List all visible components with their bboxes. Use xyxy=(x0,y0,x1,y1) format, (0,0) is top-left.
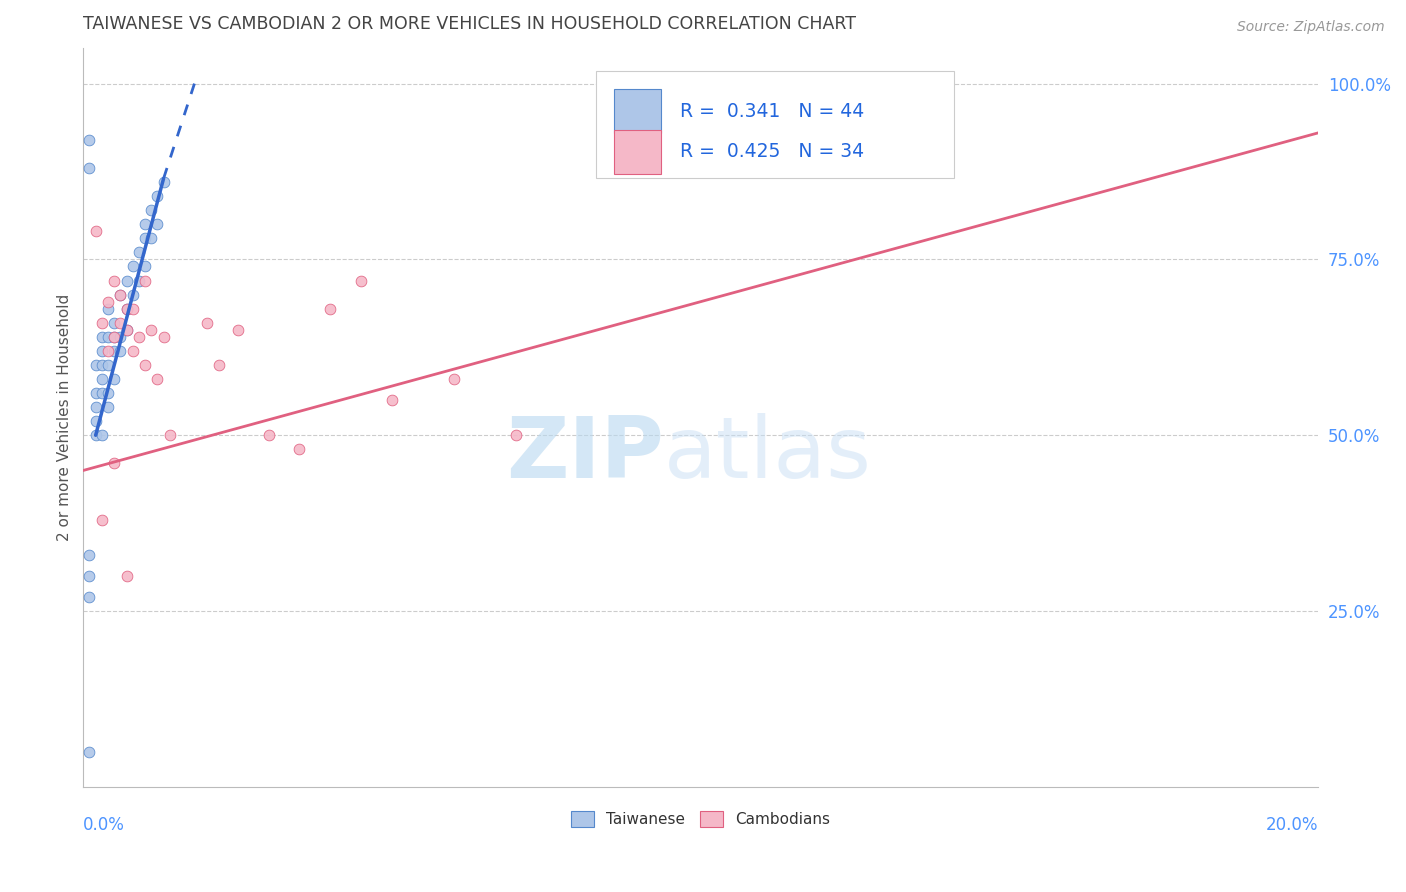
Point xyxy=(319,301,342,316)
Point xyxy=(90,316,112,330)
FancyBboxPatch shape xyxy=(596,70,953,178)
Point xyxy=(90,343,112,358)
Point xyxy=(84,428,107,442)
Point xyxy=(79,161,101,175)
Point xyxy=(443,372,465,386)
Text: TAIWANESE VS CAMBODIAN 2 OR MORE VEHICLES IN HOUSEHOLD CORRELATION CHART: TAIWANESE VS CAMBODIAN 2 OR MORE VEHICLE… xyxy=(83,15,856,33)
Point xyxy=(90,358,112,372)
Point xyxy=(141,203,163,218)
Point xyxy=(141,231,163,245)
Point xyxy=(90,513,112,527)
Point xyxy=(134,217,156,231)
Point xyxy=(115,323,138,337)
Point xyxy=(97,343,120,358)
Point xyxy=(79,745,101,759)
Point xyxy=(97,400,120,414)
Point xyxy=(121,343,143,358)
Point xyxy=(97,386,120,401)
Text: 0.0%: 0.0% xyxy=(83,816,125,834)
Point xyxy=(90,428,112,442)
Point xyxy=(134,231,156,245)
Point xyxy=(110,316,132,330)
Point xyxy=(103,330,125,344)
Point xyxy=(84,386,107,401)
Text: Source: ZipAtlas.com: Source: ZipAtlas.com xyxy=(1237,20,1385,34)
Point xyxy=(134,260,156,274)
Point xyxy=(97,294,120,309)
Point xyxy=(115,323,138,337)
Point xyxy=(505,428,527,442)
Point xyxy=(115,274,138,288)
Bar xyxy=(614,129,661,174)
Point xyxy=(90,386,112,401)
Point xyxy=(103,274,125,288)
Point xyxy=(128,330,150,344)
Text: ZIP: ZIP xyxy=(506,413,664,496)
Point xyxy=(79,569,101,583)
Point xyxy=(79,590,101,604)
Point xyxy=(381,393,404,408)
Point xyxy=(208,358,231,372)
Point xyxy=(97,301,120,316)
Point xyxy=(90,330,112,344)
Text: R =  0.341   N = 44: R = 0.341 N = 44 xyxy=(679,102,865,120)
Point xyxy=(152,330,174,344)
Text: atlas: atlas xyxy=(664,413,872,496)
Point xyxy=(115,569,138,583)
Point xyxy=(110,287,132,301)
Y-axis label: 2 or more Vehicles in Household: 2 or more Vehicles in Household xyxy=(58,294,72,541)
Point xyxy=(115,301,138,316)
Point xyxy=(103,316,125,330)
Point xyxy=(350,274,373,288)
Point xyxy=(79,133,101,147)
Point xyxy=(103,372,125,386)
Point xyxy=(141,323,163,337)
Point xyxy=(79,548,101,562)
Text: 20.0%: 20.0% xyxy=(1265,816,1319,834)
Point xyxy=(288,442,311,457)
Point xyxy=(121,287,143,301)
Point xyxy=(110,287,132,301)
Point xyxy=(598,147,620,161)
Point xyxy=(103,343,125,358)
Legend: Taiwanese, Cambodians: Taiwanese, Cambodians xyxy=(564,804,838,835)
Point xyxy=(121,301,143,316)
Point xyxy=(84,414,107,428)
Bar xyxy=(614,89,661,134)
Point xyxy=(146,372,169,386)
Point xyxy=(134,274,156,288)
Point xyxy=(97,330,120,344)
Point xyxy=(134,358,156,372)
Point xyxy=(110,330,132,344)
Point xyxy=(84,400,107,414)
Point xyxy=(226,323,249,337)
Point xyxy=(146,217,169,231)
Point xyxy=(103,330,125,344)
Point xyxy=(159,428,181,442)
Point xyxy=(84,224,107,238)
Point xyxy=(146,189,169,203)
Point xyxy=(875,161,897,175)
Point xyxy=(257,428,280,442)
Point xyxy=(128,274,150,288)
Point xyxy=(195,316,218,330)
Point xyxy=(128,245,150,260)
Point xyxy=(103,457,125,471)
Text: R =  0.425   N = 34: R = 0.425 N = 34 xyxy=(679,143,863,161)
Point xyxy=(110,343,132,358)
Point xyxy=(115,301,138,316)
Point xyxy=(90,372,112,386)
Point xyxy=(152,175,174,189)
Point xyxy=(97,358,120,372)
Point xyxy=(84,358,107,372)
Point xyxy=(121,260,143,274)
